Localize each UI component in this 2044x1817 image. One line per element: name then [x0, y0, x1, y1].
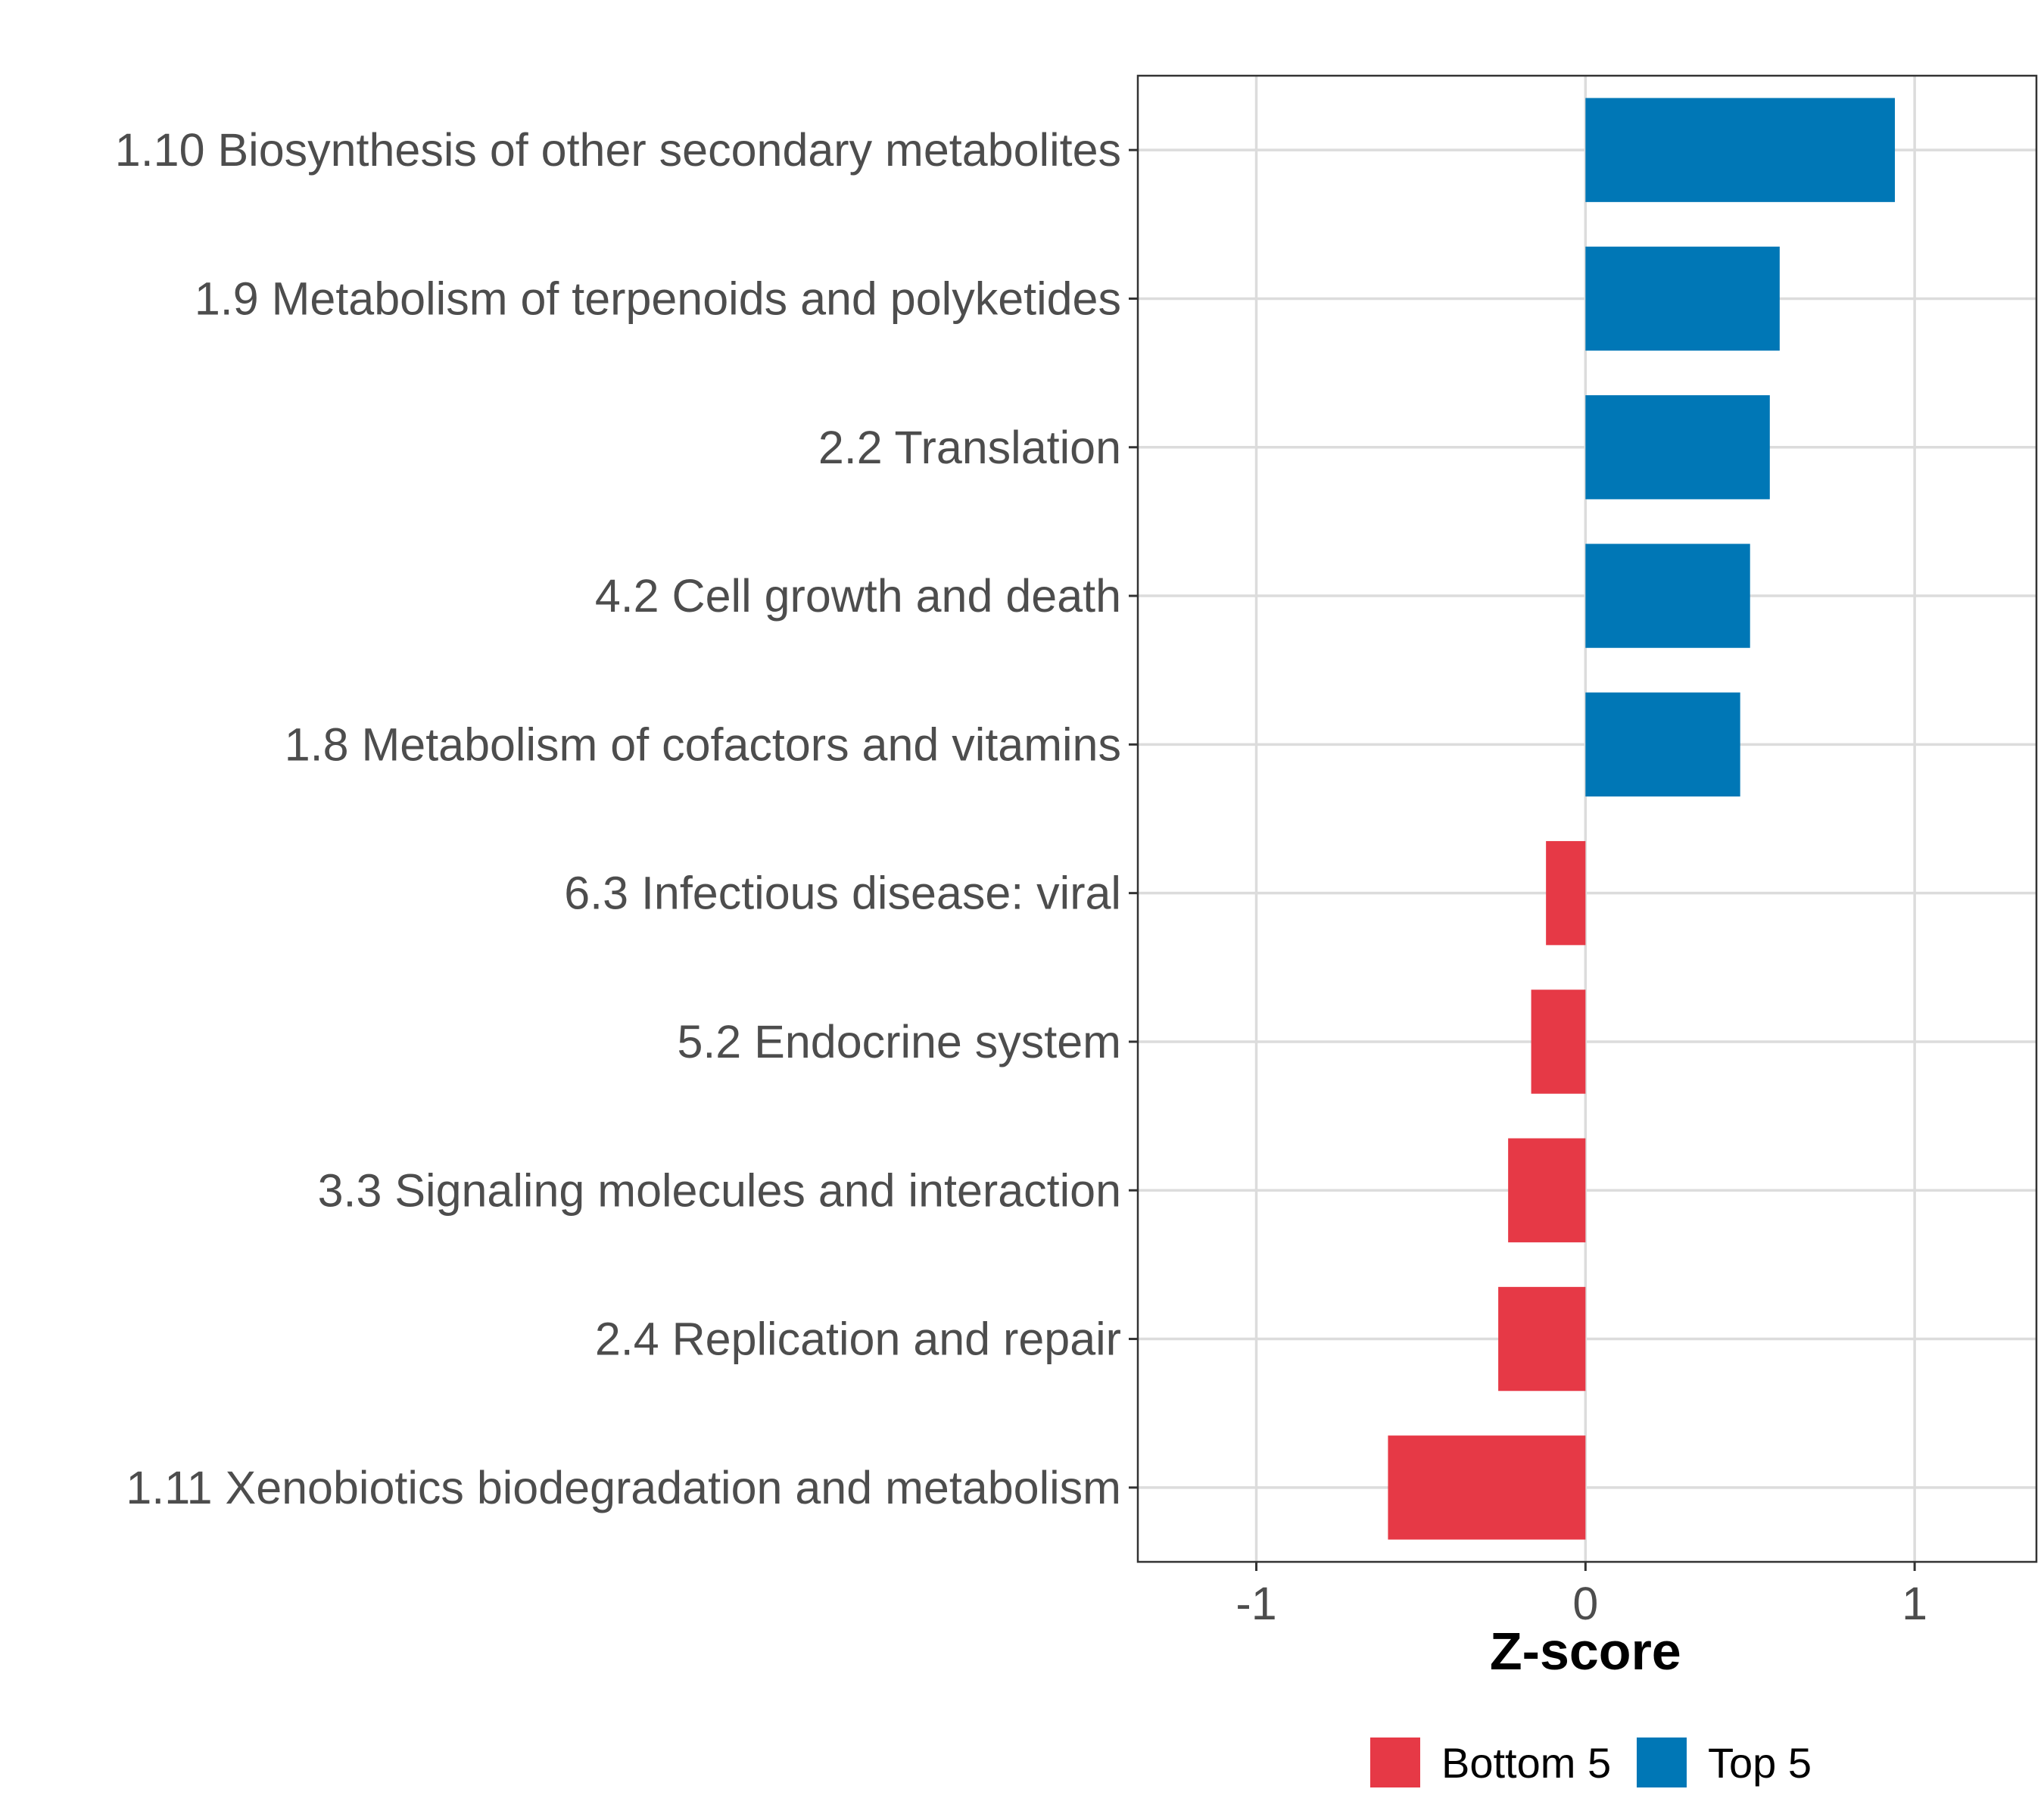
x-axis-title: Z-score — [1490, 1622, 1681, 1681]
bar — [1585, 692, 1740, 797]
bars — [1388, 98, 1896, 1540]
y-tick-label: 1.9 Metabolism of terpenoids and polyket… — [195, 273, 1121, 324]
bar — [1585, 246, 1780, 351]
y-tick-label: 2.2 Translation — [818, 422, 1121, 473]
legend: Bottom 5 Top 5 — [1370, 1738, 1812, 1787]
x-tick-label: 0 — [1572, 1578, 1598, 1629]
grid-lines — [1138, 76, 2036, 1562]
bar — [1546, 840, 1586, 946]
y-tick-label: 1.11 Xenobiotics biodegradation and meta… — [126, 1462, 1121, 1513]
y-tick-label: 5.2 Endocrine system — [677, 1016, 1121, 1067]
legend-key — [1370, 1738, 1420, 1787]
y-tick-label: 1.10 Biosynthesis of other secondary met… — [115, 124, 1121, 176]
bar — [1498, 1286, 1586, 1392]
legend-key — [1637, 1738, 1687, 1787]
y-tick-label: 2.4 Replication and repair — [595, 1314, 1121, 1365]
bar — [1585, 98, 1896, 202]
plot-panel-border — [1136, 74, 2038, 1563]
y-tick-label: 1.8 Metabolism of cofactors and vitamins — [285, 718, 1121, 770]
bar — [1531, 990, 1586, 1094]
x-axis: -1 0 1 — [1235, 1562, 1927, 1629]
y-tick-label: 4.2 Cell growth and death — [595, 570, 1121, 622]
bar — [1388, 1435, 1586, 1540]
y-tick-label: 6.3 Infectious disease: viral — [564, 868, 1121, 919]
y-tick-label: 3.3 Signaling molecules and interaction — [318, 1164, 1121, 1216]
legend-label: Bottom 5 — [1441, 1739, 1611, 1787]
x-tick-label: 1 — [1902, 1578, 1927, 1629]
x-tick-label: -1 — [1235, 1578, 1276, 1629]
bar — [1585, 544, 1750, 648]
y-axis: 1.10 Biosynthesis of other secondary met… — [115, 124, 1138, 1513]
legend-label: Top 5 — [1708, 1739, 1812, 1787]
bar — [1508, 1138, 1586, 1242]
bar — [1585, 395, 1770, 500]
